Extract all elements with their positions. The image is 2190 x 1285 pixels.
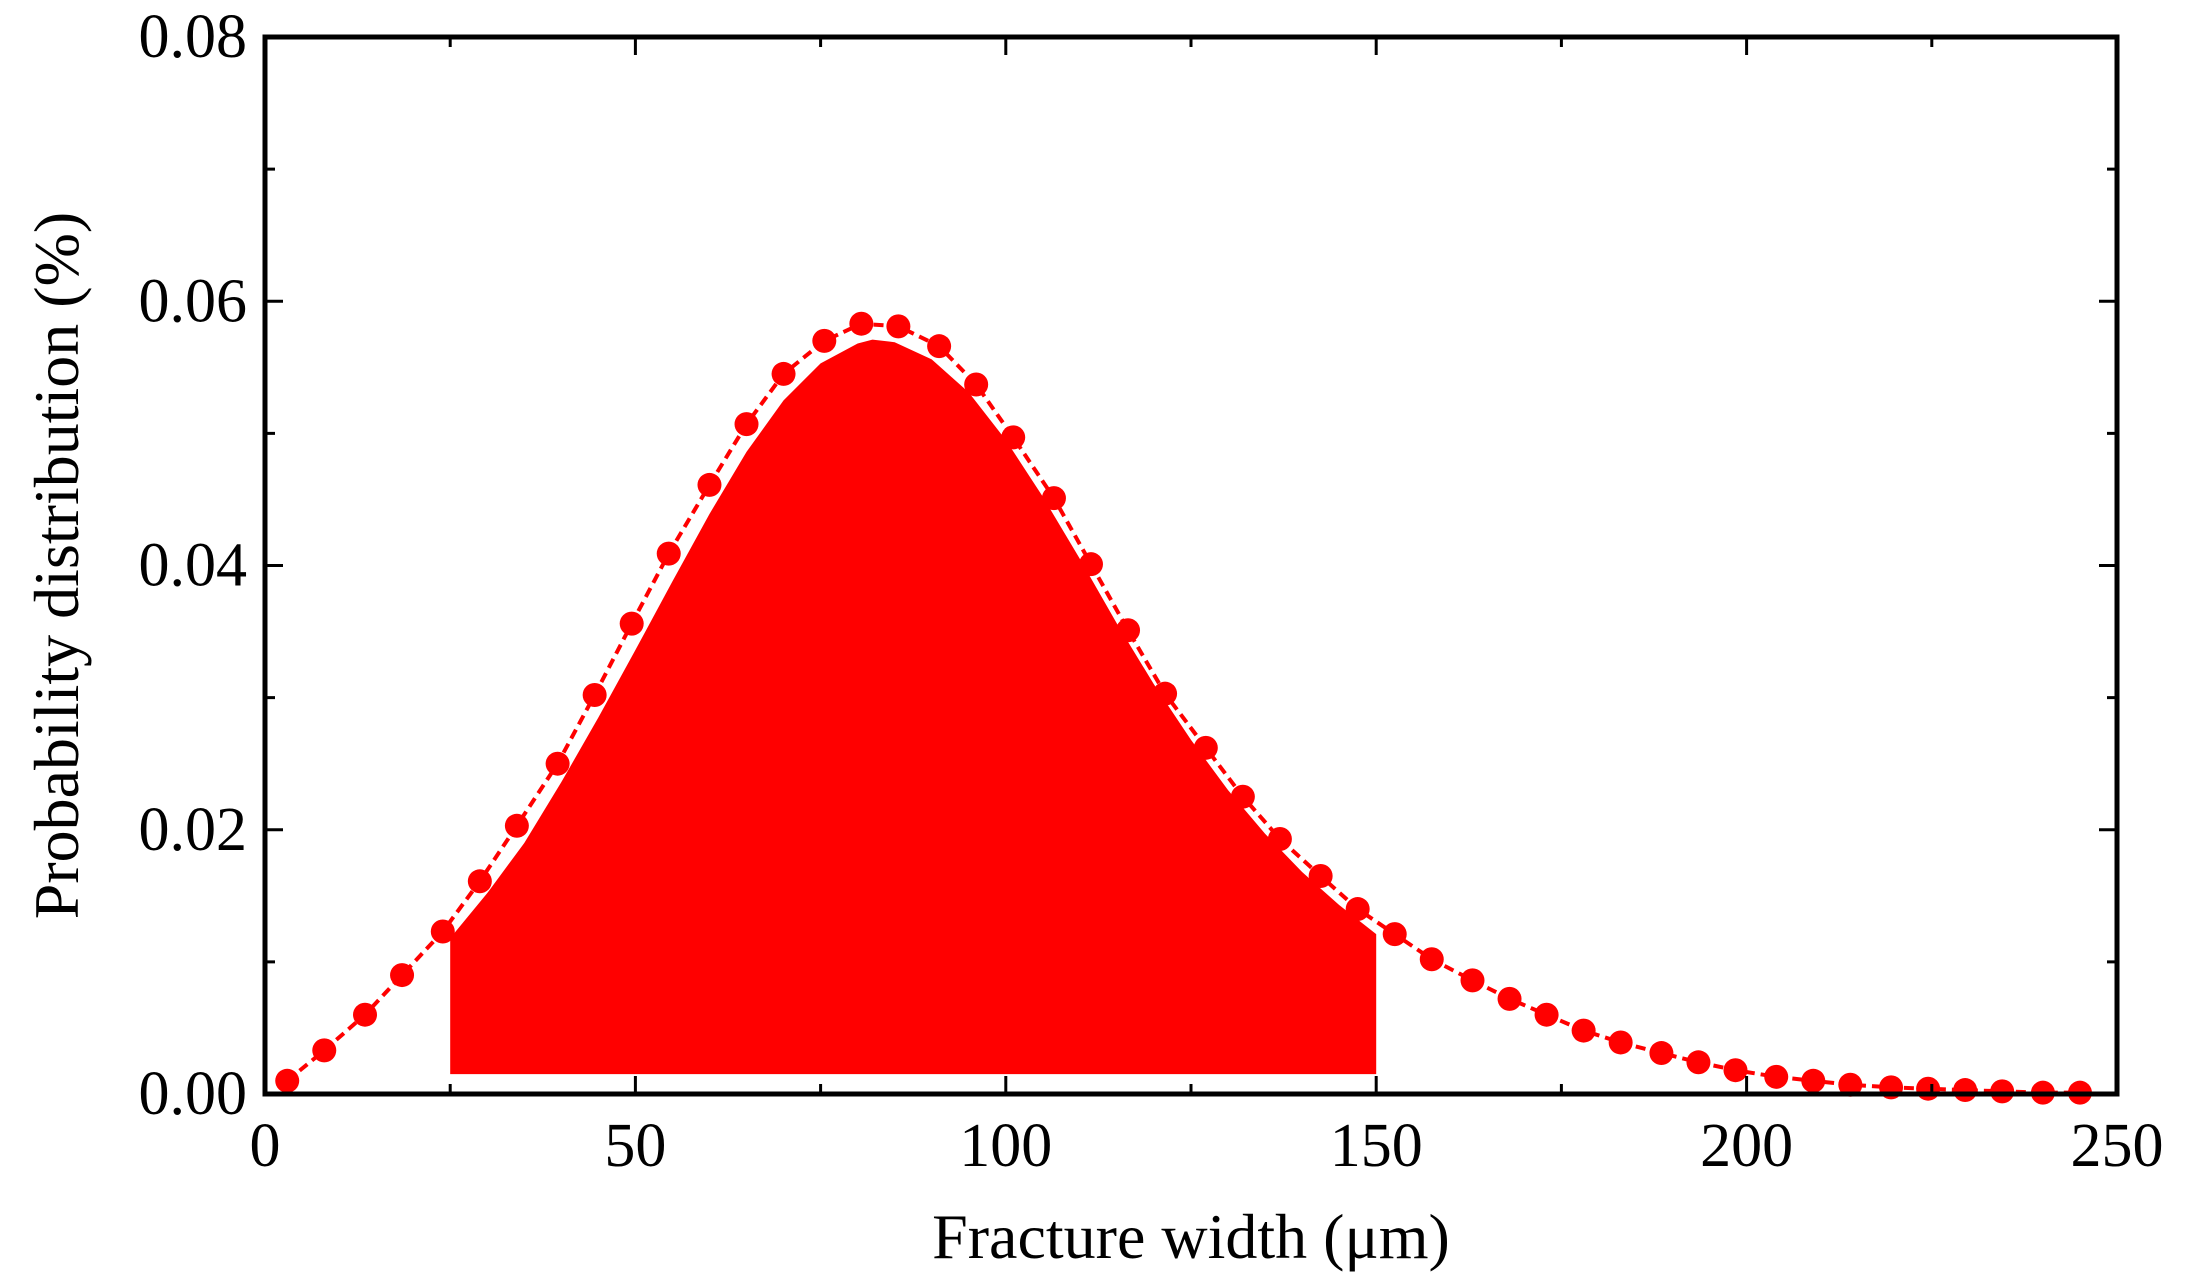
data-point bbox=[1649, 1041, 1674, 1066]
series-layer bbox=[275, 311, 2092, 1105]
data-point bbox=[1153, 681, 1178, 706]
data-point bbox=[697, 472, 722, 497]
data-point bbox=[1686, 1050, 1711, 1075]
y-tick-label: 0.08 bbox=[139, 3, 248, 71]
data-point bbox=[927, 334, 952, 359]
data-point bbox=[467, 869, 492, 894]
data-point bbox=[771, 361, 796, 386]
data-point bbox=[1116, 618, 1141, 643]
data-point bbox=[1801, 1068, 1826, 1093]
data-point bbox=[1571, 1018, 1596, 1043]
data-point bbox=[1308, 863, 1333, 888]
data-point bbox=[1764, 1064, 1789, 1089]
data-point bbox=[1267, 826, 1292, 851]
data-point bbox=[1419, 947, 1444, 972]
data-point bbox=[1382, 922, 1407, 947]
data-point bbox=[1230, 784, 1255, 809]
data-point bbox=[1345, 897, 1370, 922]
data-point bbox=[619, 611, 644, 636]
y-axis-title: Probability distribution (%) bbox=[21, 212, 92, 920]
data-point bbox=[1497, 986, 1522, 1011]
data-point bbox=[1001, 425, 1026, 450]
data-point bbox=[1916, 1076, 1941, 1101]
data-point bbox=[1953, 1078, 1978, 1103]
data-point bbox=[1078, 552, 1103, 577]
y-tick-label: 0.02 bbox=[139, 796, 248, 864]
data-point bbox=[1990, 1079, 2015, 1104]
shaded-area bbox=[450, 339, 1377, 1075]
x-tick-label: 50 bbox=[604, 1112, 666, 1180]
data-point bbox=[504, 813, 529, 838]
data-point bbox=[1534, 1002, 1559, 1027]
data-point bbox=[545, 751, 570, 776]
data-point bbox=[886, 314, 911, 339]
data-point bbox=[353, 1002, 378, 1027]
data-point bbox=[1838, 1072, 1863, 1097]
data-point bbox=[812, 328, 837, 353]
data-point bbox=[1193, 735, 1218, 760]
data-point bbox=[656, 541, 681, 566]
x-tick-label: 100 bbox=[959, 1112, 1052, 1180]
x-tick-label: 200 bbox=[1700, 1112, 1793, 1180]
y-tick-label: 0.06 bbox=[139, 267, 248, 335]
y-tick-label: 0.04 bbox=[139, 532, 248, 600]
data-point bbox=[430, 919, 455, 944]
data-point bbox=[582, 682, 607, 707]
x-tick-label: 150 bbox=[1330, 1112, 1423, 1180]
data-point bbox=[1041, 486, 1066, 511]
x-tick-label: 250 bbox=[2071, 1112, 2164, 1180]
x-tick-label: 0 bbox=[250, 1112, 281, 1180]
data-point bbox=[1723, 1058, 1748, 1083]
data-point bbox=[734, 412, 759, 437]
tick-layer: 0 50 100 150 200 250 0.00 0.02 0.04 0.06 0.08 bbox=[139, 3, 2164, 1180]
shaded-area-layer bbox=[450, 339, 1377, 1075]
data-point bbox=[964, 372, 989, 397]
data-point bbox=[1608, 1030, 1633, 1055]
y-tick-label: 0.00 bbox=[139, 1060, 248, 1128]
data-point bbox=[390, 963, 415, 988]
x-axis-title: Fracture width (μm) bbox=[932, 1201, 1450, 1272]
data-point bbox=[849, 311, 874, 336]
data-point bbox=[1460, 968, 1485, 993]
data-point bbox=[312, 1038, 337, 1063]
data-point bbox=[275, 1068, 300, 1093]
